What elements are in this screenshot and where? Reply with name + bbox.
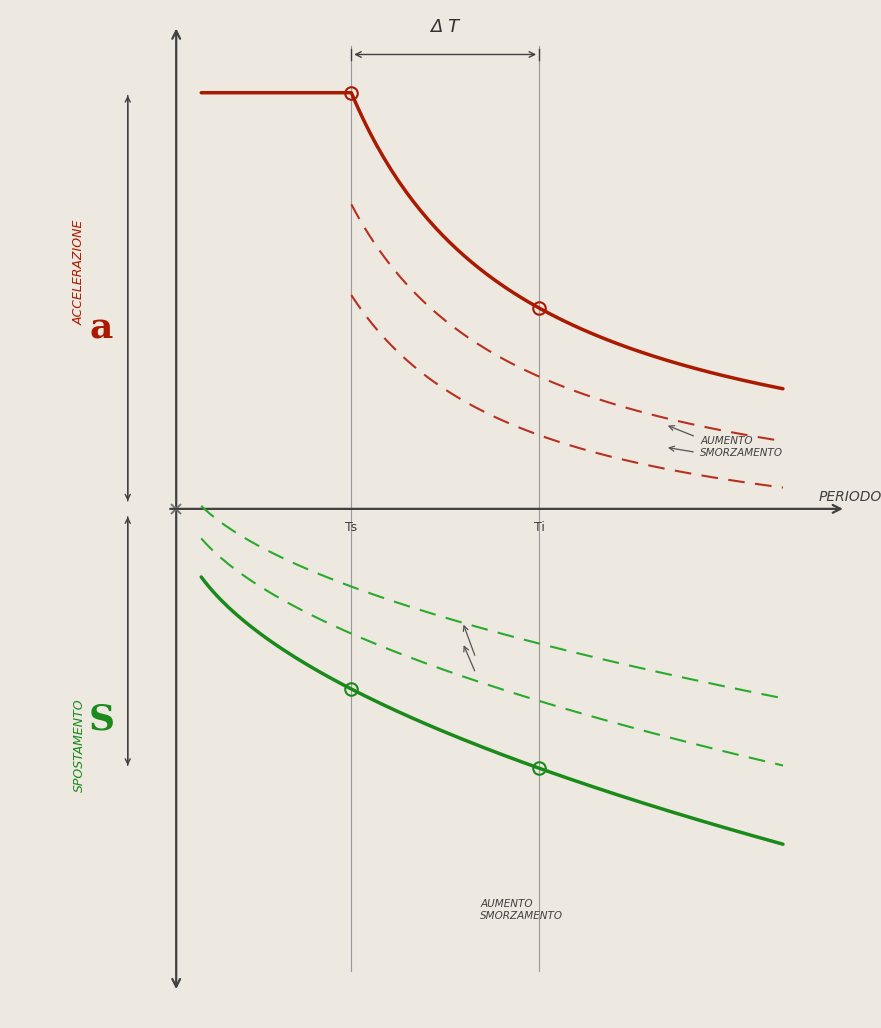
Text: a: a bbox=[90, 311, 113, 346]
Text: AUMENTO
SMORZAMENTO: AUMENTO SMORZAMENTO bbox=[480, 898, 563, 921]
Text: Δ T: Δ T bbox=[431, 17, 460, 36]
Text: AUMENTO
SMORZAMENTO: AUMENTO SMORZAMENTO bbox=[700, 436, 783, 458]
Text: S: S bbox=[88, 702, 115, 737]
Text: PERIODO: PERIODO bbox=[818, 489, 881, 504]
Text: ACCELERAZIONE: ACCELERAZIONE bbox=[73, 220, 85, 325]
Text: Ti: Ti bbox=[534, 521, 544, 535]
Text: Ts: Ts bbox=[345, 521, 358, 535]
Text: SPOSTAMENTO: SPOSTAMENTO bbox=[73, 698, 85, 793]
